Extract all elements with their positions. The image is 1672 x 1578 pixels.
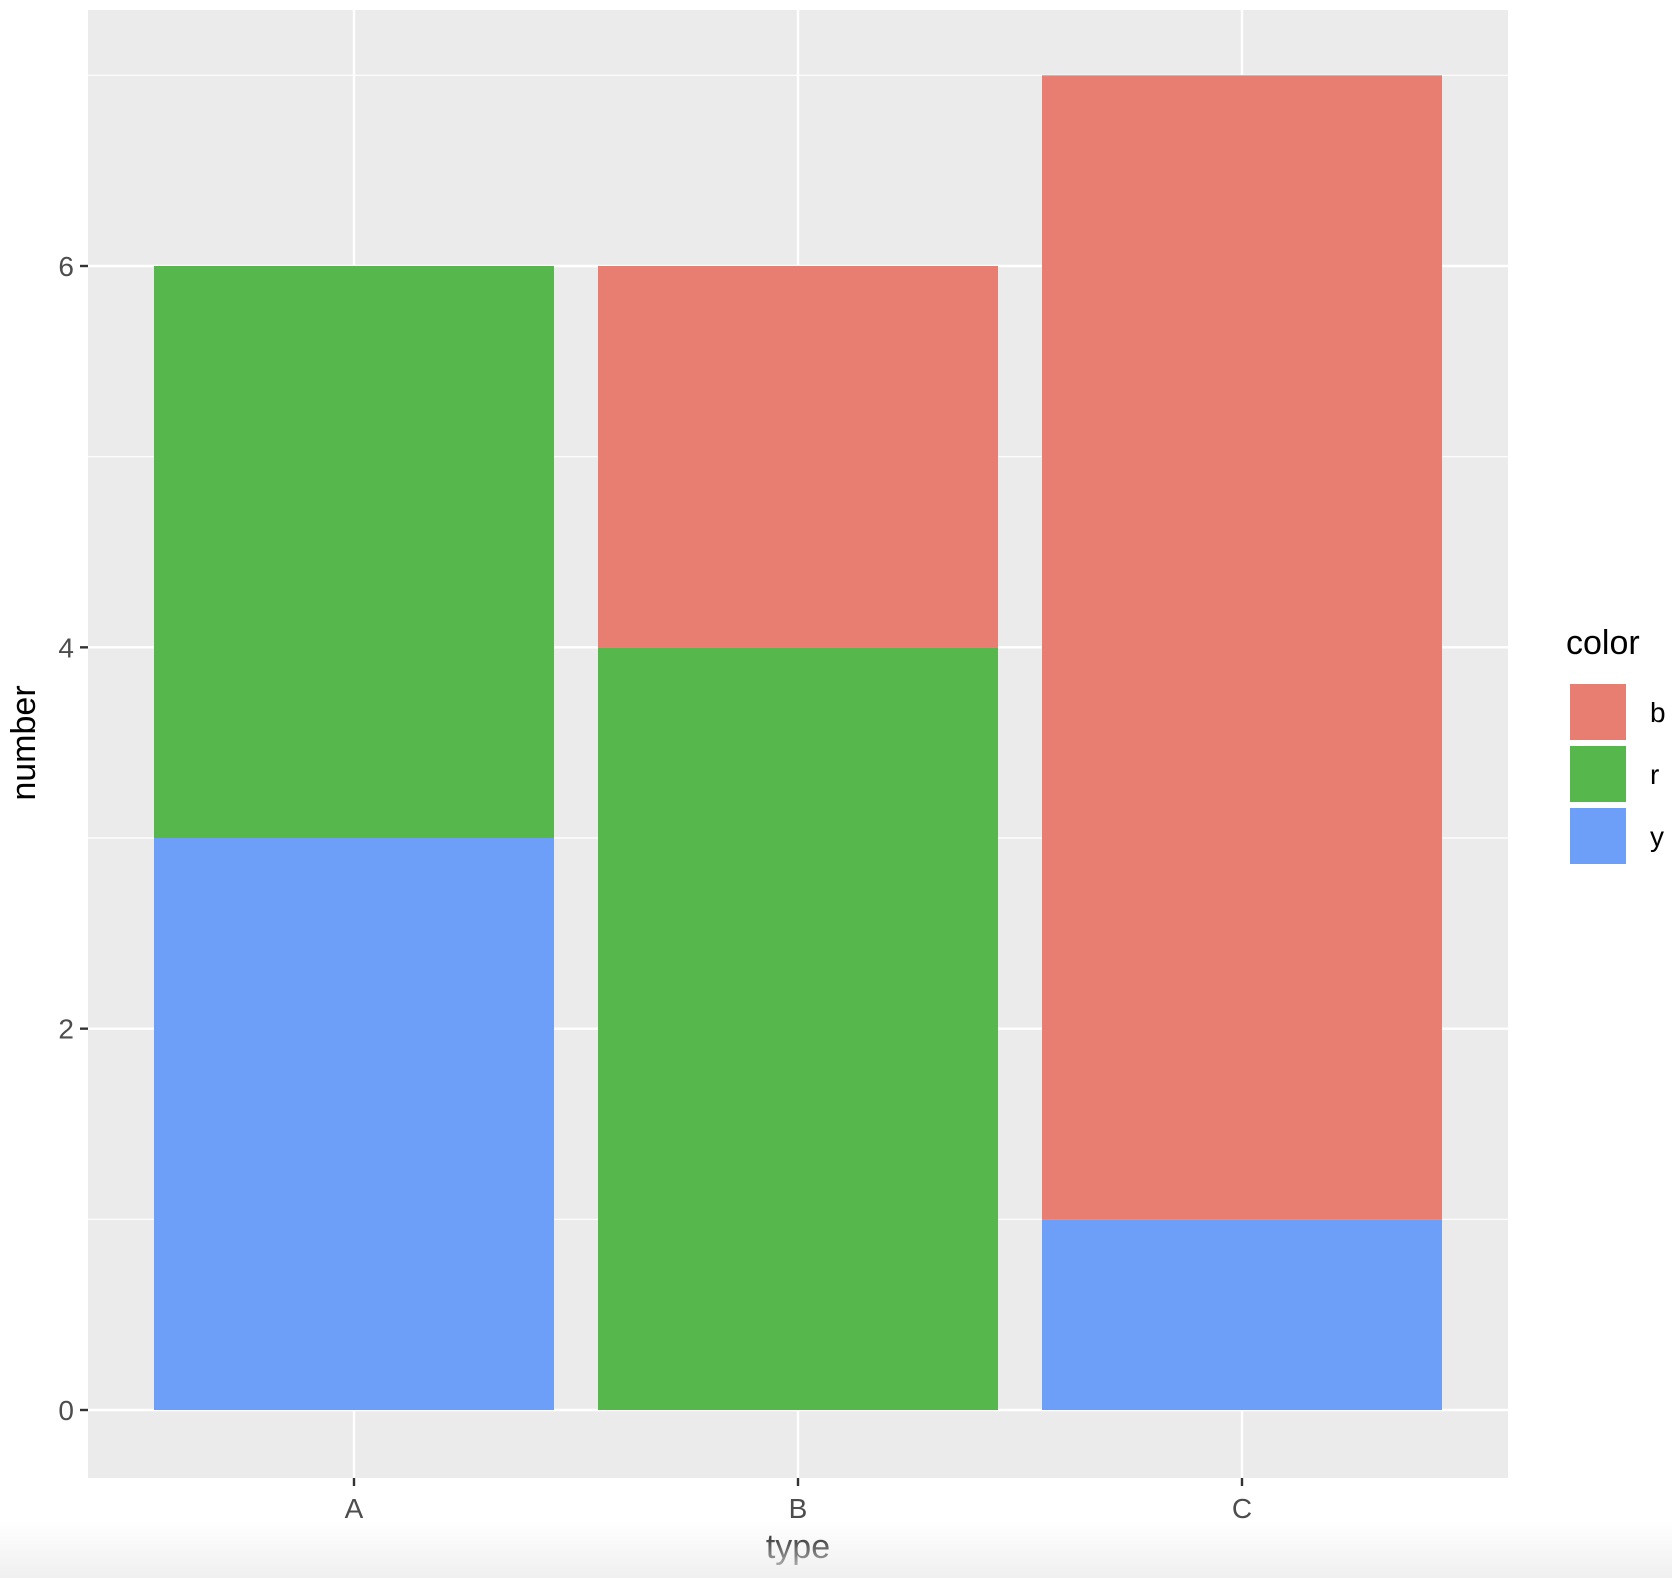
legend-key-r (1570, 746, 1626, 802)
y-tick-label: 4 (58, 632, 74, 663)
bar-segment-C-y (1042, 1219, 1442, 1410)
legend-label-b: b (1650, 697, 1666, 728)
x-tick-label: A (345, 1493, 364, 1524)
bar-segment-B-b (598, 266, 998, 648)
legend-key-b (1570, 684, 1626, 740)
y-tick-label: 0 (58, 1395, 74, 1426)
legend-key-y (1570, 808, 1626, 864)
bars (154, 75, 1442, 1410)
legend: color bry (1566, 624, 1666, 864)
bar-segment-A-r (154, 266, 554, 838)
y-axis: 0 2 4 6 (58, 251, 88, 1426)
x-tick-label: C (1232, 1493, 1252, 1524)
bar-segment-A-y (154, 838, 554, 1410)
legend-title: color (1566, 624, 1640, 662)
legend-label-y: y (1650, 821, 1664, 852)
bar-segment-C-b (1042, 75, 1442, 1220)
y-tick-label: 6 (58, 251, 74, 282)
y-axis-title: number (5, 685, 43, 800)
x-tick-label: B (789, 1493, 808, 1524)
legend-label-r: r (1650, 759, 1659, 790)
bar-segment-B-r (598, 647, 998, 1410)
y-tick-label: 2 (58, 1014, 74, 1045)
x-axis-title: type (766, 1528, 830, 1566)
x-axis: A B C (345, 1478, 1252, 1524)
